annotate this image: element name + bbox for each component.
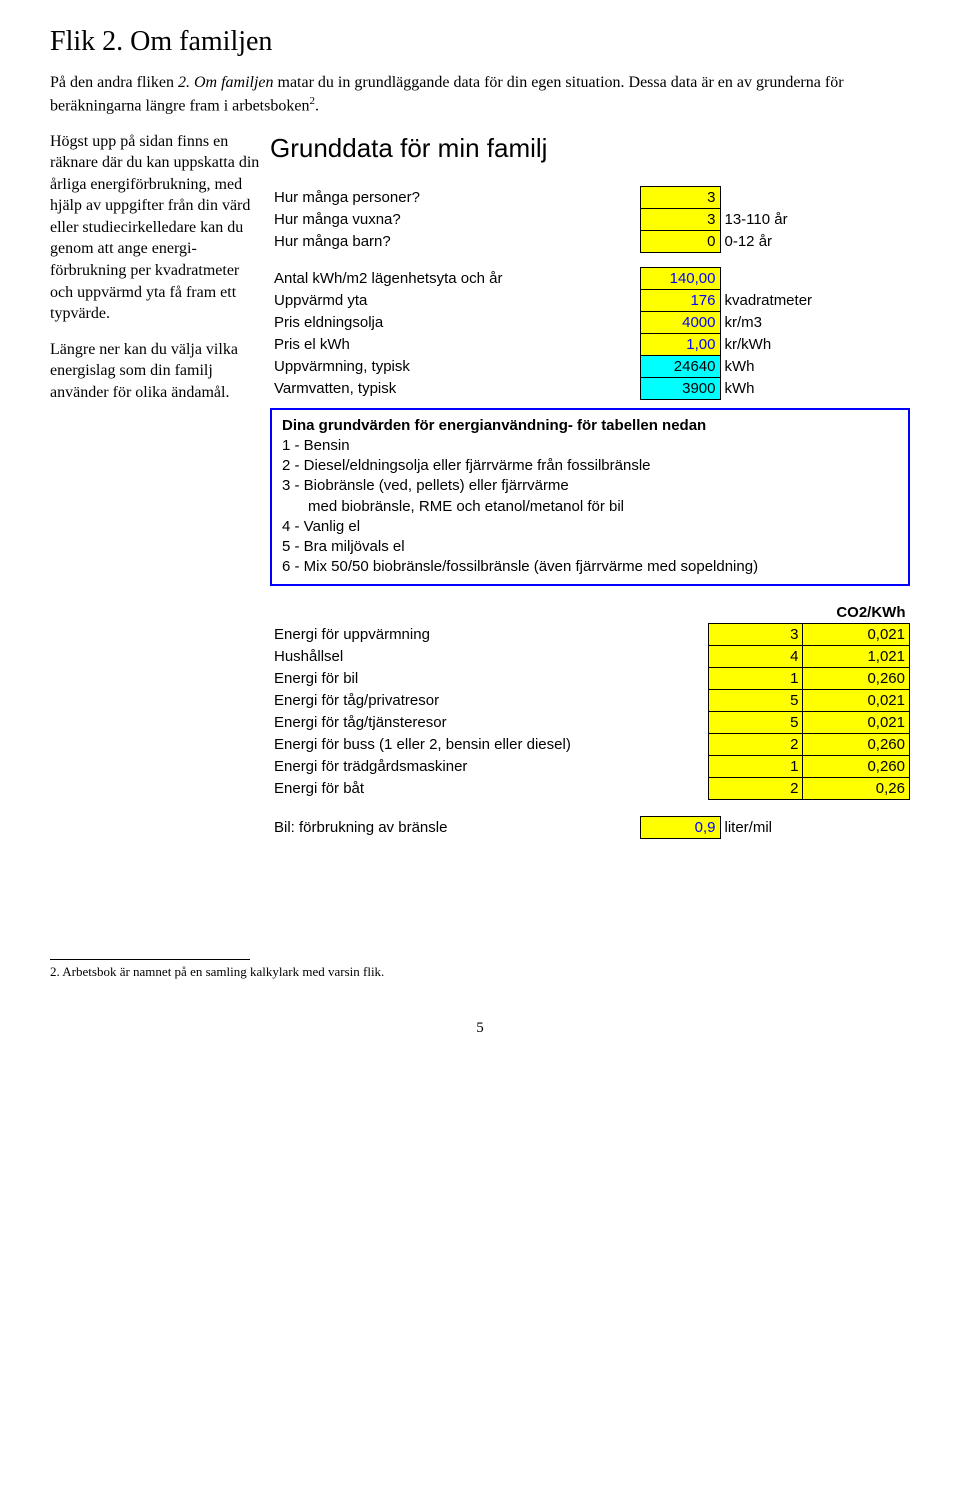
mid-row-value[interactable]: 1,00 [640,333,720,355]
left-p1: Högst upp på sidan finns en räknare där … [50,131,260,325]
mid-table: Antal kWh/m2 lägenhetsyta och år140,00Up… [270,267,910,400]
footnote-rule [50,959,250,960]
energy-row-label: Energi för tåg/tjänsteresor [270,712,708,734]
energy-row-value[interactable]: 5 [708,712,803,734]
energy-row-value[interactable]: 2 [708,734,803,756]
energy-row-value[interactable]: 2 [708,778,803,800]
top-row-label: Hur många personer? [270,186,640,208]
energy-row-label: Hushållsel [270,646,708,668]
info-line: 3 - Biobränsle (ved, pellets) eller fjär… [282,476,898,496]
left-p2: Längre ner kan du välja vilka energislag… [50,339,260,404]
energy-row-co2[interactable]: 0,021 [803,712,910,734]
energy-row-co2[interactable]: 0,260 [803,668,910,690]
energy-row-value[interactable]: 3 [708,624,803,646]
energy-row-co2[interactable]: 0,260 [803,756,910,778]
energy-row-value[interactable]: 5 [708,690,803,712]
energy-table: CO2/KWh Energi för uppvärmning30,021Hush… [270,602,910,801]
energy-row-co2[interactable]: 0,260 [803,734,910,756]
mid-row-unit: kvadratmeter [720,289,910,311]
top-row-unit: 13-110 år [720,208,910,230]
intro-italic: 2. Om familjen [178,74,274,91]
mid-row-label: Uppvärmd yta [270,289,640,311]
mid-row-label: Pris el kWh [270,333,640,355]
mid-row-label: Pris eldningsolja [270,311,640,333]
info-line: 4 - Vanlig el [282,517,898,537]
fuel-unit: liter/mil [720,817,910,839]
footnote: 2. Arbetsbok är namnet på en samling kal… [50,964,910,980]
mid-row-value[interactable]: 24640 [640,355,720,377]
info-title: Dina grundvärden för energianvändning- f… [282,416,898,436]
energy-row-label: Energi för bil [270,668,708,690]
info-indent: med biobränsle, RME och etanol/metanol f… [308,497,898,517]
top-row-label: Hur många vuxna? [270,208,640,230]
mid-row-unit [720,267,910,289]
page-title: Flik 2. Om familjen [50,26,910,58]
mid-row-value[interactable]: 3900 [640,377,720,399]
fuel-label: Bil: förbrukning av bränsle [270,817,640,839]
energy-row-co2[interactable]: 0,26 [803,778,910,800]
intro-paragraph: På den andra fliken 2. Om familjen matar… [50,72,910,117]
mid-row-value[interactable]: 176 [640,289,720,311]
top-row-value[interactable]: 0 [640,230,720,252]
mid-row-label: Antal kWh/m2 lägenhetsyta och år [270,267,640,289]
mid-row-unit: kWh [720,377,910,399]
energy-row-label: Energi för båt [270,778,708,800]
mid-row-unit: kWh [720,355,910,377]
energy-row-value[interactable]: 4 [708,646,803,668]
top-table: Hur många personer?3Hur många vuxna?313-… [270,186,910,253]
energy-row-value[interactable]: 1 [708,668,803,690]
top-row-unit [720,186,910,208]
left-column: Högst upp på sidan finns en räknare där … [50,131,260,418]
top-row-label: Hur många barn? [270,230,640,252]
energy-row-label: Energi för uppvärmning [270,624,708,646]
co2-header: CO2/KWh [803,602,910,624]
fuel-value[interactable]: 0,9 [640,817,720,839]
mid-row-unit: kr/m3 [720,311,910,333]
fuel-table: Bil: förbrukning av bränsle 0,9 liter/mi… [270,816,910,839]
energy-row-label: Energi för tåg/privatresor [270,690,708,712]
intro-pre: På den andra fliken [50,74,178,91]
energy-row-label: Energi för buss (1 eller 2, bensin eller… [270,734,708,756]
mid-row-unit: kr/kWh [720,333,910,355]
energy-row-co2[interactable]: 1,021 [803,646,910,668]
mid-row-label: Varmvatten, typisk [270,377,640,399]
mid-row-value[interactable]: 140,00 [640,267,720,289]
section-heading: Grunddata för min familj [270,133,910,164]
top-row-value[interactable]: 3 [640,208,720,230]
page-number: 5 [50,1020,910,1037]
info-line: 5 - Bra miljövals el [282,537,898,557]
info-line: 1 - Bensin [282,436,898,456]
top-row-unit: 0-12 år [720,230,910,252]
energy-row-value[interactable]: 1 [708,756,803,778]
mid-row-value[interactable]: 4000 [640,311,720,333]
right-column: Grunddata för min familj Hur många perso… [270,131,910,840]
energy-row-label: Energi för trädgårdsmaskiner [270,756,708,778]
energy-row-co2[interactable]: 0,021 [803,624,910,646]
energy-row-co2[interactable]: 0,021 [803,690,910,712]
intro-end: . [315,97,319,114]
info-line: 6 - Mix 50/50 biobränsle/fossilbränsle (… [282,557,898,577]
top-row-value[interactable]: 3 [640,186,720,208]
mid-row-label: Uppvärmning, typisk [270,355,640,377]
info-box: Dina grundvärden för energianvändning- f… [270,408,910,586]
info-line: 2 - Diesel/eldningsolja eller fjärrvärme… [282,456,898,476]
